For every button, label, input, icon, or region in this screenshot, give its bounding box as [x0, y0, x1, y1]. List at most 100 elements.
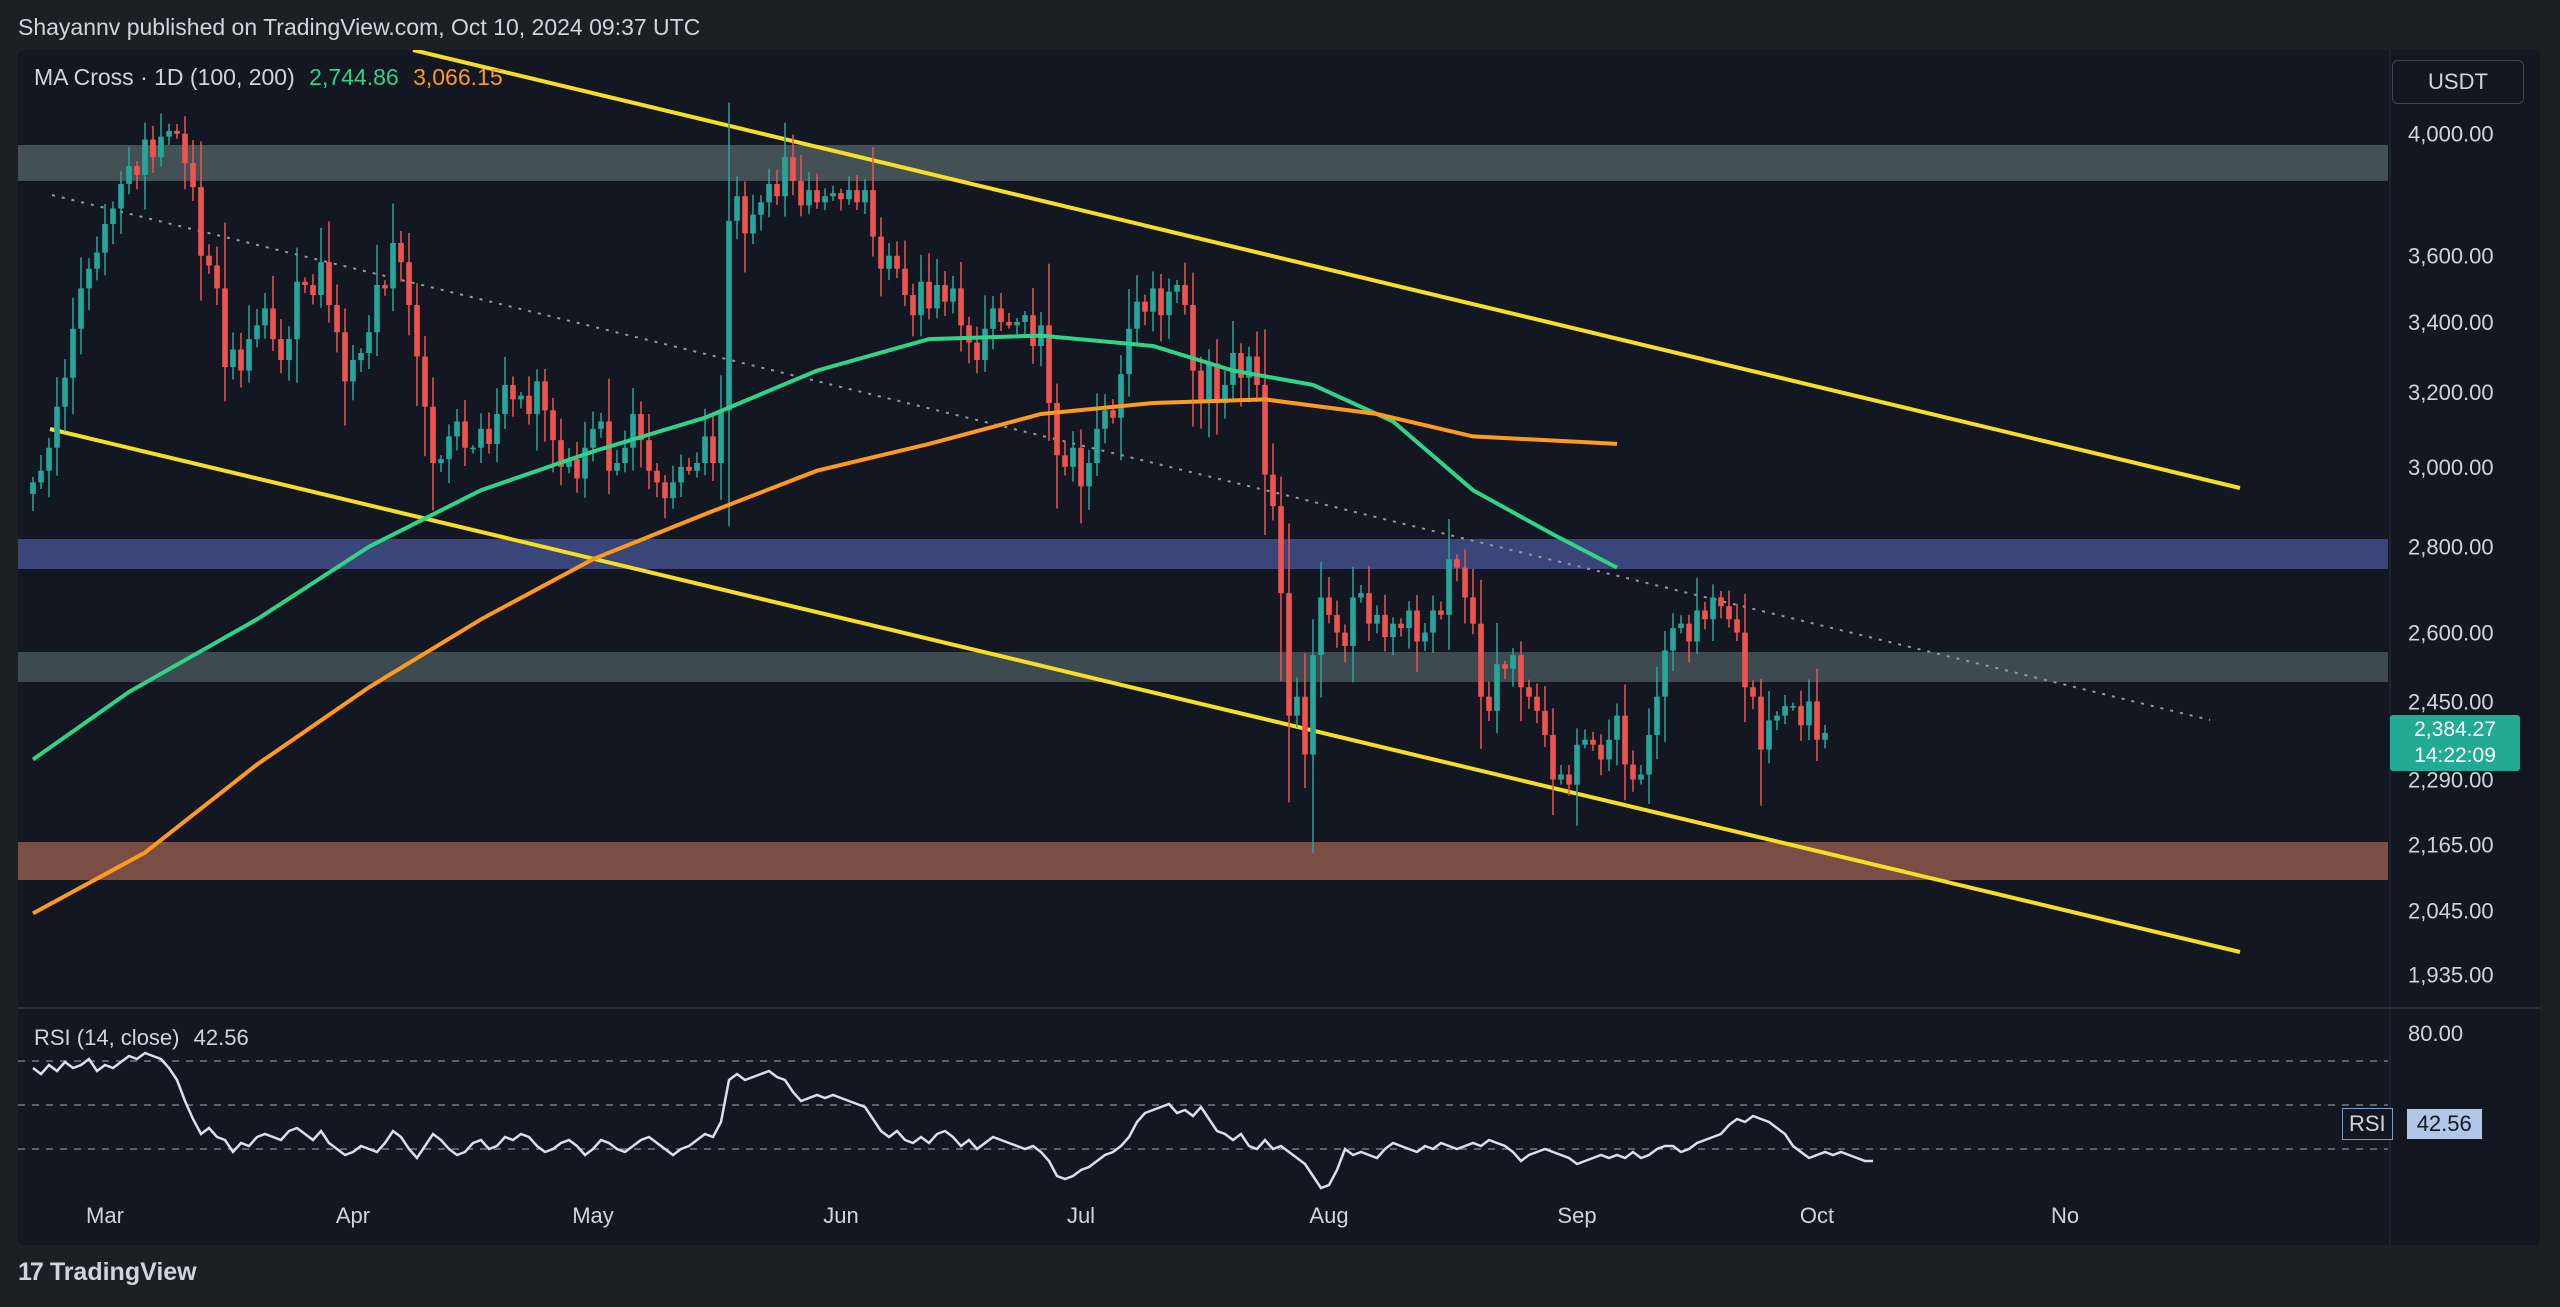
candle-body	[894, 255, 900, 269]
candle-body	[1310, 655, 1316, 755]
price-chart[interactable]: 4,000.00 3,600.00 3,400.00 3,200.00 3,000.00…	[18, 50, 2540, 1245]
candle-body	[1582, 739, 1588, 745]
candle-body	[670, 482, 676, 499]
candle-body	[902, 268, 908, 295]
candle-body	[342, 332, 348, 382]
candle-body	[86, 268, 92, 289]
candles	[30, 102, 1828, 853]
channel-lower-trendline	[49, 427, 2241, 954]
candle-body	[1494, 664, 1500, 711]
candle-body	[286, 339, 292, 361]
candle-body	[846, 190, 852, 200]
candle-body	[326, 262, 332, 306]
time-axis-tick: Jun	[823, 1203, 858, 1228]
candle-body	[350, 360, 356, 382]
publisher-line: Shayannv published on TradingView.com, O…	[18, 14, 701, 40]
candle-body	[518, 395, 524, 400]
candle-body	[390, 242, 396, 289]
brand-footer[interactable]: 17 TradingView	[18, 1258, 197, 1287]
candle-body	[1030, 315, 1036, 347]
candle-body	[1382, 614, 1388, 638]
indicator-legend[interactable]: MA Cross · 1D (100, 200) 2,744.86 3,066.…	[34, 64, 503, 91]
candle-body	[1766, 720, 1772, 750]
candle-body	[1070, 447, 1076, 467]
rsi-tag-name: RSI	[2342, 1108, 2393, 1140]
candle-body	[678, 466, 684, 483]
candle-body	[822, 196, 828, 203]
candle-body	[1118, 374, 1124, 418]
time-axis-tick: No	[2051, 1203, 2079, 1228]
candle-body	[1678, 623, 1684, 629]
candle-body	[694, 463, 700, 471]
candle-body	[214, 265, 220, 289]
candle-body	[46, 447, 52, 471]
support-zone-2550	[18, 652, 2388, 682]
price-axis-tick: 4,000.00	[2408, 122, 2494, 147]
candle-body	[78, 288, 84, 329]
candle-body	[1518, 655, 1524, 688]
candle-body	[646, 440, 652, 471]
candle-body	[958, 288, 964, 326]
candle-body	[1686, 623, 1692, 642]
candle-body	[222, 288, 228, 368]
ma100-line	[31, 333, 1618, 762]
candle-body	[118, 184, 124, 209]
candle-body	[254, 325, 260, 340]
candle-body	[1502, 664, 1508, 669]
price-axis-tick: 2,290.00	[2408, 768, 2494, 793]
support-zone-2800	[18, 539, 2388, 569]
candle-body	[1142, 301, 1148, 312]
rsi-legend[interactable]: RSI (14, close) 42.56	[34, 1025, 249, 1051]
candle-body	[278, 339, 284, 361]
rsi-value-tag: RSI 42.56	[2342, 1108, 2482, 1140]
ma200-line	[32, 397, 1618, 916]
candle-body	[662, 482, 668, 499]
candle-body	[1478, 623, 1484, 697]
currency-button[interactable]: USDT	[2392, 60, 2524, 104]
resistance-zone-4000	[18, 145, 2388, 181]
candle-body	[238, 349, 244, 371]
candle-body	[1710, 597, 1716, 620]
candle-body	[1374, 614, 1380, 624]
candle-body	[1294, 696, 1300, 716]
time-axis[interactable]: Mar Apr May Jun Jul Aug Sep Oct No	[86, 1203, 2079, 1228]
rsi-tag-value: 42.56	[2406, 1109, 2482, 1139]
candle-body	[182, 133, 188, 164]
candle-body	[1214, 363, 1220, 404]
candle-body	[1614, 715, 1620, 740]
indicator-name: MA Cross · 1D (100, 200)	[34, 64, 295, 90]
candle-body	[70, 328, 76, 378]
candle-body	[294, 281, 300, 340]
candle-body	[1302, 696, 1308, 755]
candle-body	[382, 285, 388, 289]
candle-countdown: 14:22:09	[2414, 743, 2496, 767]
candle-body	[1406, 610, 1412, 629]
brand-name: TradingView	[49, 1258, 197, 1286]
candle-body	[454, 421, 460, 437]
candle-body	[486, 428, 492, 444]
candle-body	[1734, 619, 1740, 633]
candle-body	[1134, 301, 1140, 329]
candle-body	[1446, 559, 1452, 615]
candle-body	[1014, 321, 1020, 326]
candle-body	[926, 281, 932, 309]
candle-body	[1438, 610, 1444, 615]
candle-body	[438, 459, 444, 464]
time-axis-tick: Aug	[1309, 1203, 1348, 1228]
candle-body	[174, 130, 180, 134]
chart-panel[interactable]: 4,000.00 3,600.00 3,400.00 3,200.00 3,000.00…	[18, 50, 2540, 1245]
candle-body	[1526, 687, 1532, 697]
candle-body	[94, 252, 100, 269]
candle-body	[862, 190, 868, 203]
candle-body	[766, 184, 772, 203]
candle-body	[1718, 597, 1724, 607]
candle-body	[1158, 288, 1164, 316]
price-axis-tick: 2,045.00	[2408, 899, 2494, 924]
candle-body	[1334, 614, 1340, 633]
candle-body	[206, 255, 212, 266]
candle-body	[526, 395, 532, 415]
candle-body	[1558, 774, 1564, 780]
price-axis[interactable]: 4,000.00 3,600.00 3,400.00 3,200.00 3,000.00…	[2408, 122, 2494, 988]
candle-body	[1470, 597, 1476, 624]
